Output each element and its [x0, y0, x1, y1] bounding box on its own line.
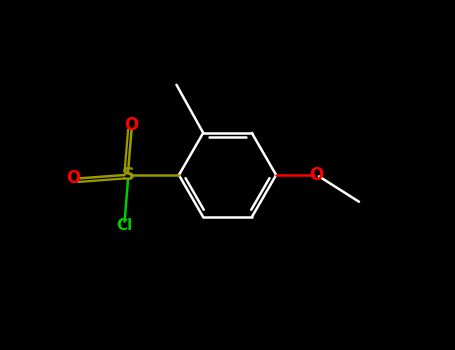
Text: O: O	[66, 169, 80, 188]
Text: S: S	[121, 166, 135, 184]
Text: O: O	[309, 166, 324, 184]
Text: Cl: Cl	[116, 218, 133, 233]
Text: O: O	[124, 116, 139, 134]
